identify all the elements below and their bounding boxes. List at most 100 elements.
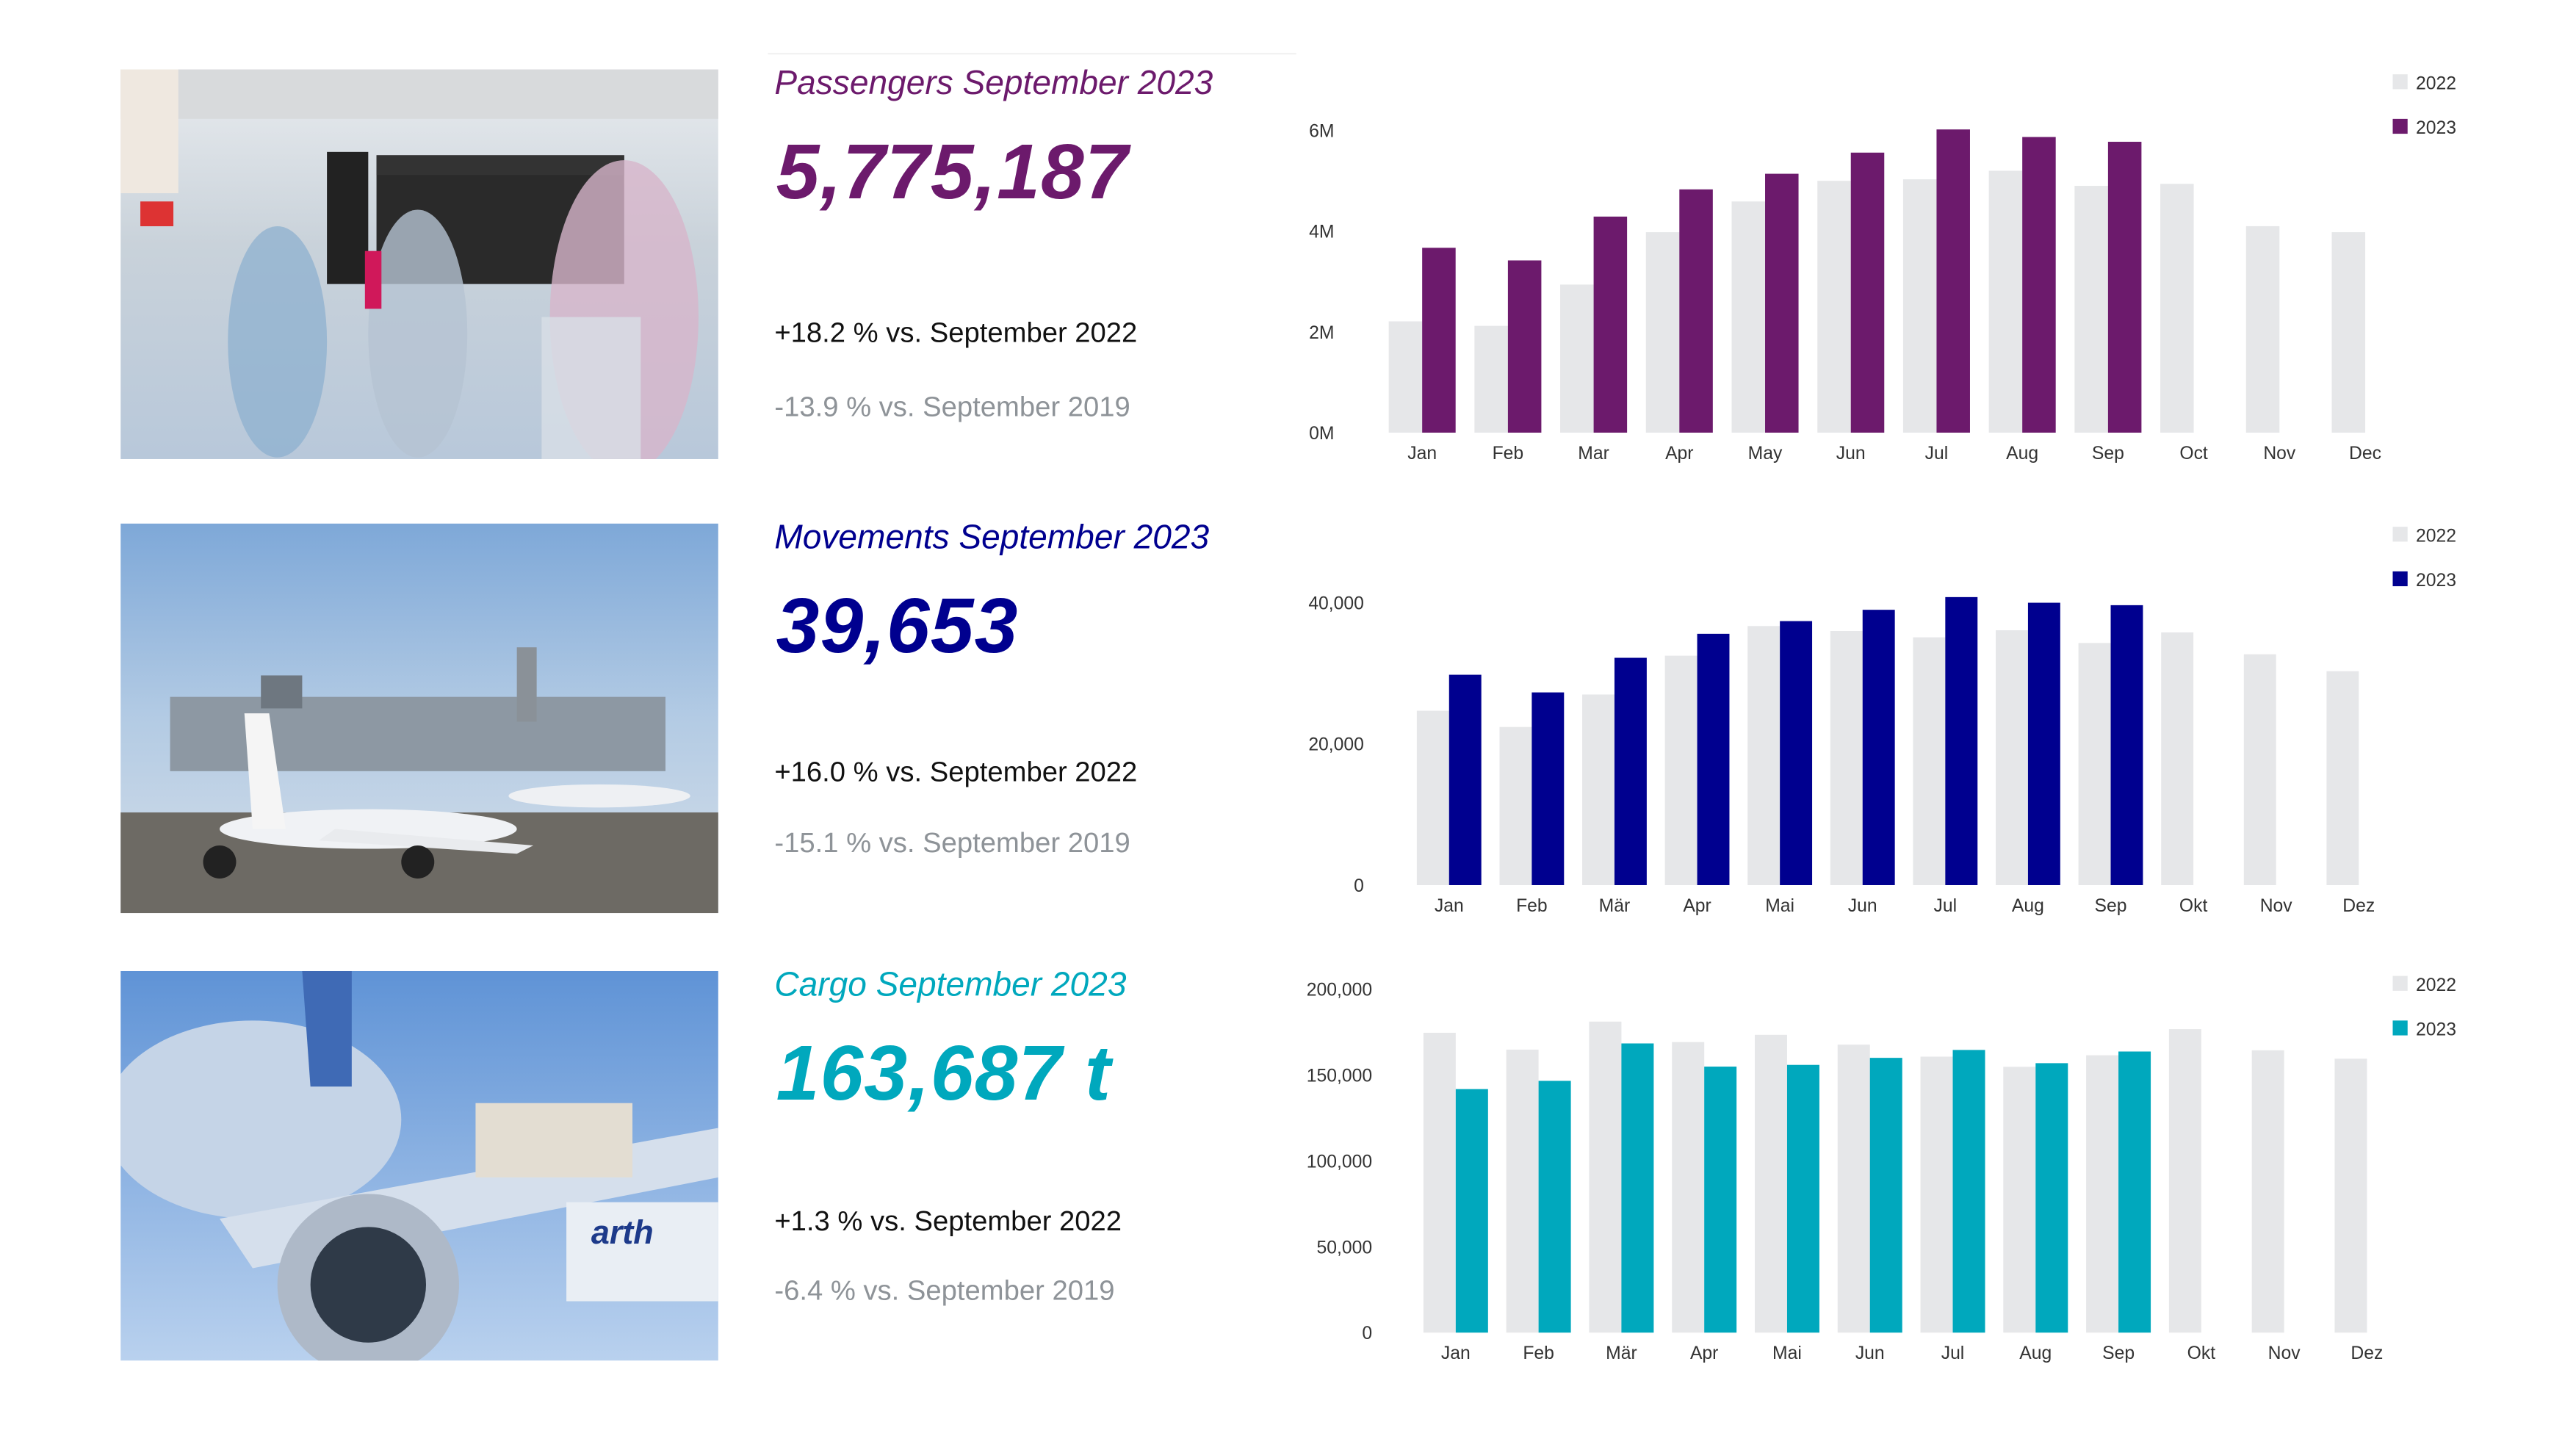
bar-2022-Mär[interactable] bbox=[1589, 1021, 1622, 1333]
bar-2022-Jun[interactable] bbox=[1837, 1045, 1870, 1333]
bar-2023-Apr[interactable] bbox=[1697, 633, 1730, 885]
bar-2023-Jan[interactable] bbox=[1422, 248, 1456, 433]
bar-2023-Mai[interactable] bbox=[1780, 621, 1813, 885]
x-tick-label: Apr bbox=[1683, 896, 1711, 916]
bar-2023-Mär[interactable] bbox=[1614, 657, 1647, 885]
passengers-bar-chart: 0M 2M 4M 6M Jan Feb Mar Apr May Jun Jul Aug Sep Oct No… bbox=[1309, 73, 2456, 464]
bar-2022-Dec[interactable] bbox=[2331, 232, 2366, 433]
legend-label-2022[interactable]: 2022 bbox=[2416, 73, 2456, 93]
x-tick-label: Apr bbox=[1690, 1343, 1718, 1363]
bar-2022-Mar[interactable] bbox=[1560, 284, 1594, 433]
bar-2022-Feb[interactable] bbox=[1506, 1049, 1539, 1333]
x-tick-label: Oct bbox=[2179, 444, 2208, 464]
bar-2023-Aug[interactable] bbox=[2035, 1063, 2068, 1333]
bar-2023-Apr[interactable] bbox=[1704, 1067, 1737, 1333]
bar-2022-Apr[interactable] bbox=[1664, 655, 1698, 885]
bar-2023-Feb[interactable] bbox=[1531, 692, 1565, 885]
bar-2022-Mai[interactable] bbox=[1754, 1034, 1787, 1333]
passengers-chart: 0M 2M 4M 6M Jan Feb Mar Apr May Jun Jul Aug Sep Oct No… bbox=[1288, 49, 2494, 495]
bar-2023-Mar[interactable] bbox=[1593, 216, 1628, 433]
bar-2022-Jan[interactable] bbox=[1423, 1032, 1456, 1333]
bar-2022-Nov[interactable] bbox=[2245, 226, 2280, 433]
bar-2023-Jun[interactable] bbox=[1862, 610, 1895, 885]
bar-2022-Aug[interactable] bbox=[1988, 170, 2023, 433]
bar-2022-Jun[interactable] bbox=[1817, 181, 1851, 433]
bar-2022-Apr[interactable] bbox=[1645, 232, 1680, 433]
x-tick-label: Aug bbox=[2006, 444, 2038, 464]
bar-2023-Mai[interactable] bbox=[1786, 1064, 1819, 1333]
cargo-vs-2022: +1.3 % vs. September 2022 bbox=[774, 1205, 1122, 1237]
bar-2023-Feb[interactable] bbox=[1538, 1081, 1571, 1333]
y-tick-label: 2M bbox=[1309, 323, 1334, 343]
bar-2022-Dez[interactable] bbox=[2326, 671, 2359, 885]
bar-2022-May[interactable] bbox=[1731, 201, 1766, 433]
y-tick-label: 100,000 bbox=[1307, 1152, 1372, 1172]
bar-2022-Mär[interactable] bbox=[1582, 694, 1614, 885]
bar-2022-Mai[interactable] bbox=[1747, 626, 1781, 885]
bar-2023-Sep[interactable] bbox=[2110, 605, 2143, 885]
legend-label-2023[interactable]: 2023 bbox=[2416, 1020, 2456, 1040]
x-tick-label: Dez bbox=[2350, 1343, 2383, 1363]
svg-text:arth: arth bbox=[591, 1213, 654, 1251]
bar-2023-Aug[interactable] bbox=[2027, 602, 2060, 885]
legend-label-2023[interactable]: 2023 bbox=[2416, 571, 2456, 591]
legend-label-2023[interactable]: 2023 bbox=[2416, 118, 2456, 138]
bar-2022-Nov[interactable] bbox=[2251, 1050, 2284, 1333]
x-tick-label: Mär bbox=[1599, 896, 1631, 916]
x-tick-label: Apr bbox=[1665, 444, 1693, 464]
bar-2022-Jul[interactable] bbox=[1913, 637, 1946, 885]
bar-2022-Jun[interactable] bbox=[1830, 630, 1863, 885]
bar-2023-Aug[interactable] bbox=[2022, 137, 2056, 433]
bar-2022-Nov[interactable] bbox=[2243, 654, 2276, 885]
legend-label-2022[interactable]: 2022 bbox=[2416, 975, 2456, 995]
legend-swatch-2022 bbox=[2392, 74, 2408, 90]
bar-2022-Jul[interactable] bbox=[1920, 1056, 1953, 1333]
cargo-vs-2019: -6.4 % vs. September 2019 bbox=[774, 1274, 1115, 1307]
bar-2022-Aug[interactable] bbox=[2003, 1067, 2036, 1333]
bar-2023-Feb[interactable] bbox=[1507, 260, 1542, 433]
divider bbox=[768, 52, 1296, 55]
cargo-title: Cargo September 2023 bbox=[774, 966, 1127, 1004]
y-tick-label: 0 bbox=[1362, 1324, 1372, 1343]
bar-2022-Dez[interactable] bbox=[2334, 1058, 2367, 1333]
bar-2023-Apr[interactable] bbox=[1679, 189, 1713, 433]
bar-2022-Oct[interactable] bbox=[2160, 184, 2194, 433]
bar-2023-Jan[interactable] bbox=[1448, 674, 1482, 885]
bar-2023-Sep[interactable] bbox=[2118, 1051, 2151, 1333]
bar-2022-Feb[interactable] bbox=[1499, 726, 1532, 885]
bar-2023-Sep[interactable] bbox=[2107, 142, 2142, 433]
bar-2022-Apr[interactable] bbox=[1672, 1042, 1705, 1333]
bar-2022-Feb[interactable] bbox=[1474, 325, 1508, 433]
bar-2023-Jul[interactable] bbox=[1945, 596, 1978, 885]
bar-2023-Jul[interactable] bbox=[1936, 129, 1970, 433]
x-tick-label: Mär bbox=[1606, 1343, 1637, 1363]
bar-2023-Jan[interactable] bbox=[1455, 1089, 1488, 1333]
bar-2022-Okt[interactable] bbox=[2168, 1029, 2201, 1333]
bar-2023-Jun[interactable] bbox=[1869, 1058, 1902, 1333]
bar-2022-Jan[interactable] bbox=[1416, 710, 1449, 885]
movements-title: Movements September 2023 bbox=[774, 518, 1210, 557]
bar-2022-Okt[interactable] bbox=[2161, 632, 2194, 885]
passengers-vs-2019: -13.9 % vs. September 2019 bbox=[774, 391, 1130, 423]
x-tick-label: Jun bbox=[1855, 1343, 1885, 1363]
movements-photo bbox=[120, 523, 718, 914]
x-tick-label: Mai bbox=[1765, 896, 1794, 916]
cargo-chart: 0 50,000 100,000 150,000 200,000 Jan Feb Mär Apr… bbox=[1288, 951, 2494, 1397]
bar-2023-Jul[interactable] bbox=[1952, 1050, 1985, 1333]
bar-2022-Sep[interactable] bbox=[2086, 1055, 2119, 1333]
legend-label-2022[interactable]: 2022 bbox=[2416, 526, 2456, 546]
movements-vs-2019: -15.1 % vs. September 2019 bbox=[774, 827, 1130, 859]
x-tick-label: Aug bbox=[2019, 1343, 2052, 1363]
bar-2022-Jan[interactable] bbox=[1388, 321, 1423, 433]
x-tick-label: Jun bbox=[1836, 444, 1866, 464]
x-tick-label: Jun bbox=[1848, 896, 1877, 916]
bar-2023-Jun[interactable] bbox=[1850, 152, 1885, 433]
bar-2022-Aug[interactable] bbox=[1996, 630, 2028, 885]
bar-2022-Sep[interactable] bbox=[2078, 643, 2111, 885]
bar-2022-Jul[interactable] bbox=[1902, 179, 1937, 433]
bar-2023-Mär[interactable] bbox=[1621, 1043, 1654, 1333]
bar-2022-Sep[interactable] bbox=[2074, 186, 2108, 433]
bar-2023-May[interactable] bbox=[1765, 173, 1799, 433]
movements-vs-2022: +16.0 % vs. September 2022 bbox=[774, 756, 1138, 788]
x-tick-label: Feb bbox=[1523, 1343, 1554, 1363]
